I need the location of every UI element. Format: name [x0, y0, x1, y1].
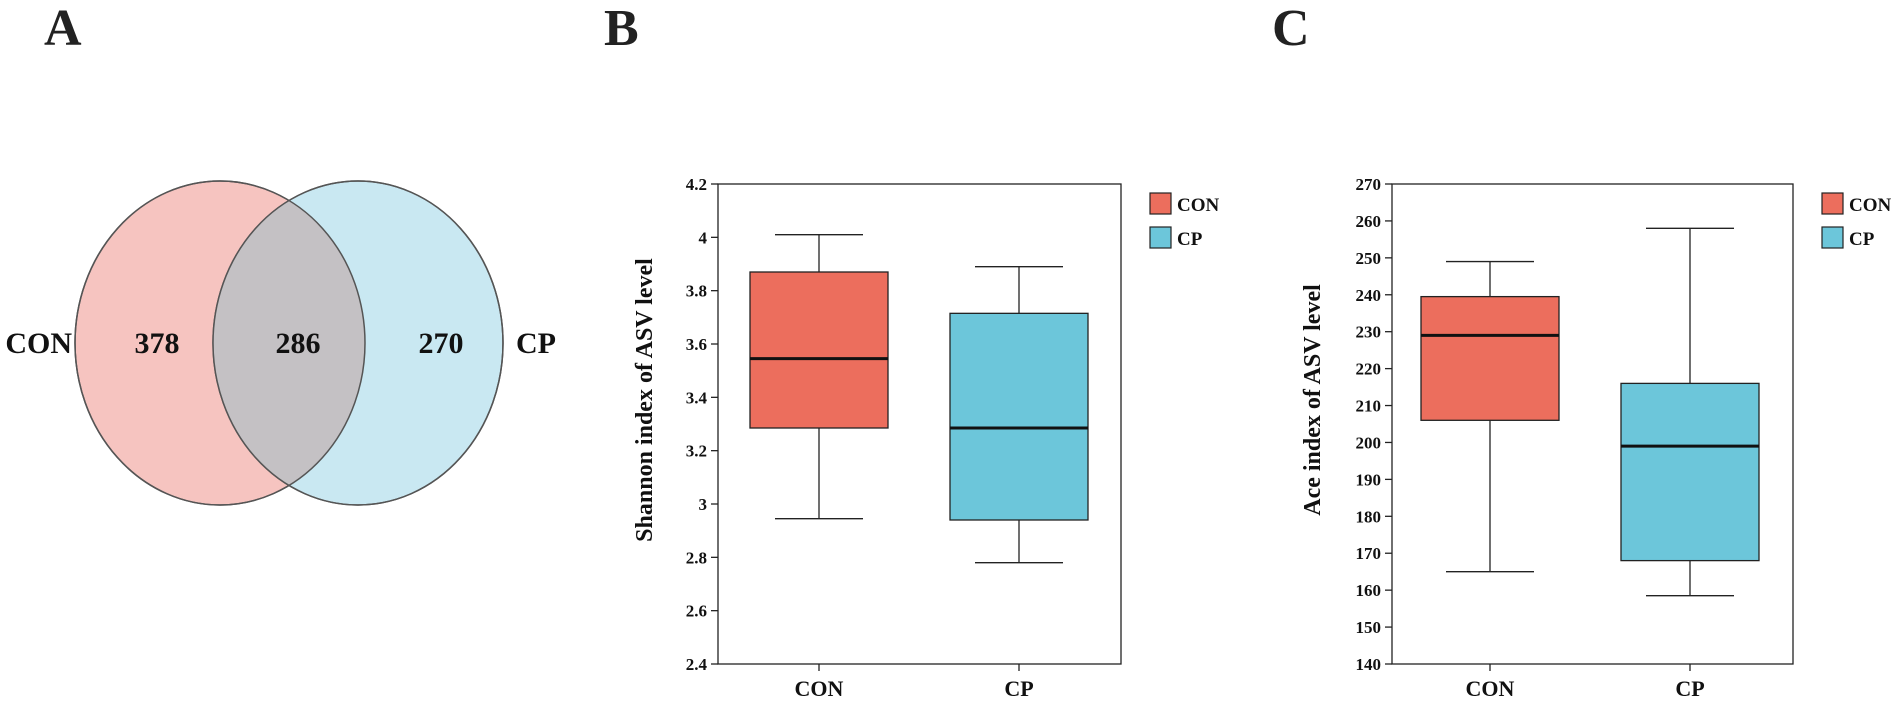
shannon-ytick-label: 3.4	[686, 388, 708, 407]
panel-b-letter: B	[604, 0, 639, 57]
venn-count-cp-only: 270	[419, 327, 464, 360]
shannon-ytick-label: 3	[699, 495, 708, 514]
shannon-legend-label-con: CON	[1177, 195, 1220, 216]
shannon-ytick-label: 3.8	[686, 282, 707, 301]
ace-box-con	[1420, 295, 1560, 421]
shannon-legend-swatch-cp	[1149, 226, 1172, 249]
ace-plot-frame	[1391, 183, 1794, 665]
panel-a-letter: A	[44, 0, 82, 57]
venn-overlap-region	[213, 181, 365, 505]
ace-ytick-label: 270	[1356, 175, 1382, 194]
venn-outline-cp	[212, 180, 504, 506]
shannon-plot-frame	[717, 183, 1122, 665]
shannon-box-con	[749, 271, 889, 429]
venn-set-label-cp: CP	[516, 327, 556, 360]
ace-ytick-label: 220	[1356, 360, 1382, 379]
ace-ytick-label: 240	[1356, 286, 1382, 305]
shannon-ytick-label: 4.2	[686, 175, 707, 194]
shannon-boxplot: Shannon index of ASV level 2.4 2.6 2.8 3 3.2…	[632, 175, 1220, 701]
venn-count-overlap: 286	[276, 327, 321, 360]
ace-ytick-label: 150	[1356, 618, 1382, 637]
ace-ytick-label: 230	[1356, 323, 1382, 342]
ace-ytick-label: 180	[1356, 507, 1382, 526]
shannon-category-label-cp: CP	[1004, 676, 1033, 701]
ace-ytick-label: 140	[1356, 655, 1382, 674]
shannon-ytick-label: 2.8	[686, 548, 707, 567]
panel-c-letter: C	[1272, 0, 1310, 57]
shannon-box-cp	[949, 312, 1089, 521]
venn-count-con-only: 378	[135, 327, 180, 360]
ace-category-label-cp: CP	[1675, 676, 1704, 701]
ace-ytick-label: 190	[1356, 470, 1382, 489]
ace-ytick-label: 200	[1356, 433, 1382, 452]
ace-boxplot: Ace index of ASV level 140 150 160 170 180 19…	[1300, 175, 1892, 701]
venn-diagram: CON CP 378 286 270	[5, 180, 556, 506]
ace-legend-swatch-cp	[1821, 226, 1844, 249]
ace-ytick-label: 160	[1356, 581, 1382, 600]
shannon-ytick-label: 2.6	[686, 602, 707, 621]
ace-legend-label-cp: CP	[1849, 229, 1875, 250]
shannon-legend-label-cp: CP	[1177, 229, 1203, 250]
shannon-ytick-label: 2.4	[686, 655, 708, 674]
venn-outline-con	[74, 180, 366, 506]
shannon-ytick-label: 4	[699, 228, 708, 247]
shannon-legend-swatch-con	[1149, 192, 1172, 215]
ace-ytick-label: 250	[1356, 249, 1382, 268]
ace-category-label-con: CON	[1466, 676, 1515, 701]
ace-ytick-label: 170	[1356, 544, 1382, 563]
shannon-ytick-label: 3.6	[686, 335, 707, 354]
venn-set-label-con: CON	[5, 327, 72, 360]
ace-ytick-label: 210	[1356, 397, 1382, 416]
shannon-ytick-label: 3.2	[686, 442, 707, 461]
ace-box-cp	[1620, 382, 1760, 562]
ace-ytick-label: 260	[1356, 212, 1382, 231]
shannon-y-axis-title: Shannon index of ASV level	[632, 258, 658, 542]
ace-legend-swatch-con	[1821, 192, 1844, 215]
shannon-category-label-con: CON	[795, 676, 844, 701]
ace-y-axis-title: Ace index of ASV level	[1300, 284, 1326, 516]
ace-legend-label-con: CON	[1849, 195, 1892, 216]
